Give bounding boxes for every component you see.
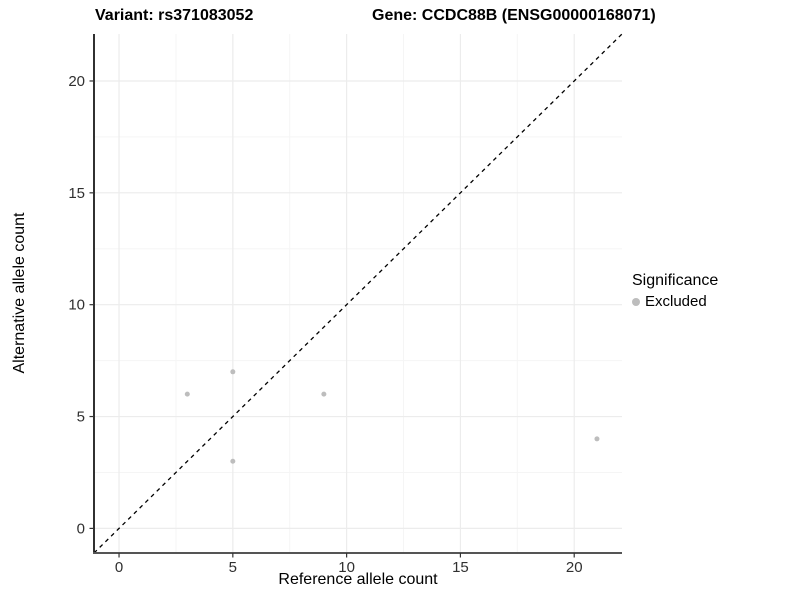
x-tick-label: 0: [115, 559, 123, 576]
x-tick-label: 10: [338, 559, 355, 576]
data-point: [230, 458, 236, 464]
data-points-excluded: [184, 369, 600, 464]
y-tick-label: 10: [68, 297, 85, 314]
data-point: [321, 391, 327, 397]
y-tick-label: 20: [68, 73, 85, 90]
x-tick-labels: 0 5 10 15 20: [115, 559, 583, 576]
grid-minor-lines: [94, 34, 622, 553]
axis-lines: [93, 34, 622, 554]
y-tick-label: 15: [68, 185, 85, 202]
legend-item-label: Excluded: [645, 293, 707, 310]
data-point: [184, 391, 190, 397]
x-tick-label: 15: [452, 559, 469, 576]
legend-title: Significance: [632, 272, 719, 289]
x-tick-label: 20: [566, 559, 583, 576]
identity-line: [93, 33, 623, 554]
x-tick-label: 5: [229, 559, 237, 576]
plot-title-gene: Gene: CCDC88B (ENSG00000168071): [372, 7, 656, 24]
excluded-point-icon: [632, 297, 640, 306]
grid-major-lines: [94, 34, 622, 553]
legend-item-excluded: Excluded: [632, 293, 718, 310]
y-axis-label: Alternative allele count: [11, 212, 28, 374]
axis-tick-marks: [89, 80, 575, 558]
legend: Significance Excluded: [632, 272, 718, 310]
y-tick-label: 5: [77, 409, 85, 426]
x-axis-label: Reference allele count: [278, 571, 438, 588]
data-point: [230, 369, 236, 375]
y-tick-label: 0: [77, 520, 85, 537]
identity-line-group: [93, 33, 623, 554]
plot-title-variant: Variant: rs371083052: [95, 7, 254, 24]
y-tick-labels: 0 5 10 15 20: [68, 73, 85, 537]
data-point: [594, 436, 600, 442]
